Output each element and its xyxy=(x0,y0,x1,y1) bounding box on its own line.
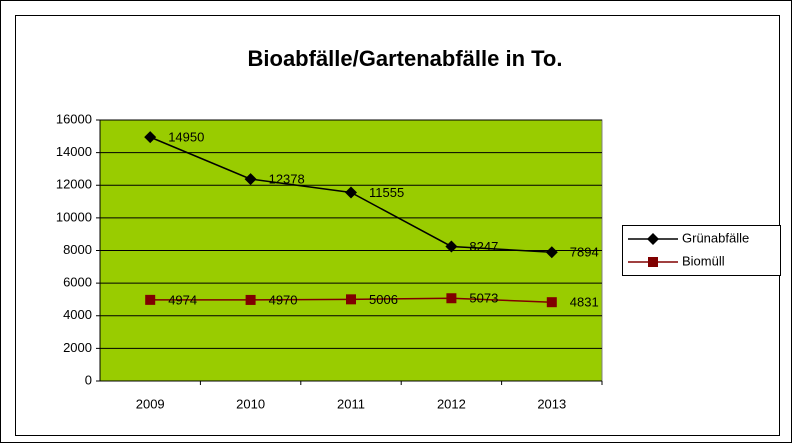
y-tick-label: 4000 xyxy=(63,307,92,322)
marker xyxy=(546,297,557,308)
y-tick-label: 10000 xyxy=(56,209,92,224)
x-tick-label: 2011 xyxy=(337,396,365,411)
marker xyxy=(345,186,357,199)
legend-box xyxy=(622,225,781,276)
y-tick-label: 6000 xyxy=(63,275,92,290)
marker xyxy=(245,294,256,305)
marker xyxy=(446,293,457,304)
y-tick-label: 2000 xyxy=(63,340,92,355)
data-label: 8247 xyxy=(469,239,498,254)
y-tick-label: 16000 xyxy=(56,111,92,126)
y-tick-label: 0 xyxy=(85,372,92,387)
data-label: 4974 xyxy=(168,292,197,307)
marker xyxy=(244,173,257,186)
marker xyxy=(346,294,356,305)
marker xyxy=(545,246,558,259)
x-tick-label: 2010 xyxy=(236,396,265,411)
x-tick-label: 2009 xyxy=(136,396,165,411)
data-label: 14950 xyxy=(168,130,204,145)
legend-label: Biomüll xyxy=(682,253,725,268)
data-label: 5073 xyxy=(469,291,498,306)
data-label: 7894 xyxy=(570,245,599,260)
y-tick-label: 12000 xyxy=(56,177,92,192)
x-tick-label: 2012 xyxy=(437,396,466,411)
legend-label: Grünabfälle xyxy=(682,230,749,245)
x-tick-label: 2013 xyxy=(537,396,566,411)
data-label: 11555 xyxy=(369,185,404,200)
data-label: 5006 xyxy=(369,292,398,307)
data-label: 4831 xyxy=(570,295,599,310)
y-tick-label: 14000 xyxy=(56,144,92,159)
data-label: 4970 xyxy=(269,292,298,307)
marker xyxy=(144,131,157,144)
chart-title: Bioabfälle/Gartenabfälle in To. xyxy=(248,46,563,71)
marker xyxy=(145,294,156,305)
marker xyxy=(648,257,658,267)
marker xyxy=(445,240,458,253)
data-label: 12378 xyxy=(269,172,305,187)
y-tick-label: 8000 xyxy=(63,242,92,257)
marker xyxy=(647,233,659,245)
